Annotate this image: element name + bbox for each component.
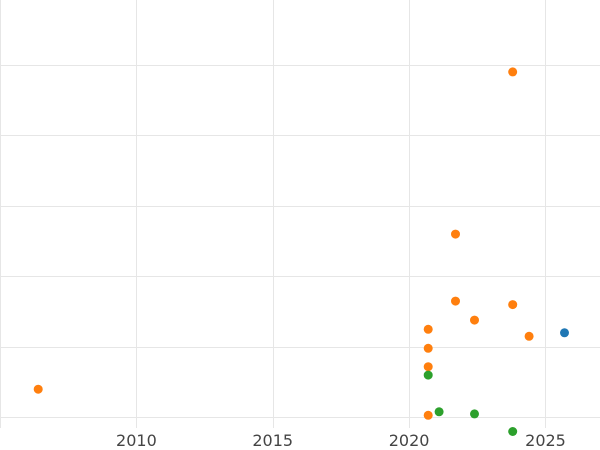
data-point — [524, 331, 534, 341]
data-point — [508, 67, 518, 77]
data-point — [451, 229, 460, 239]
x-tick-label: 2015 — [252, 431, 293, 450]
data-point — [33, 384, 43, 394]
x-tick-label: 2025 — [525, 431, 566, 450]
data-point — [451, 296, 460, 306]
data-point — [470, 315, 479, 325]
data-point — [470, 409, 479, 419]
data-point — [508, 427, 518, 436]
data-point — [423, 324, 433, 334]
points-layer — [33, 67, 569, 436]
data-point — [508, 300, 518, 310]
data-point — [423, 362, 433, 372]
data-point — [434, 407, 444, 417]
grid-layer — [0, 0, 600, 428]
data-point — [423, 370, 433, 380]
data-point — [423, 343, 433, 353]
data-point — [423, 410, 433, 420]
data-point — [560, 328, 569, 338]
x-tick-label: 2020 — [389, 431, 430, 450]
x-tick-label: 2010 — [116, 431, 157, 450]
x-axis-tick-labels: 2010 2015 2020 2025 — [116, 431, 566, 450]
